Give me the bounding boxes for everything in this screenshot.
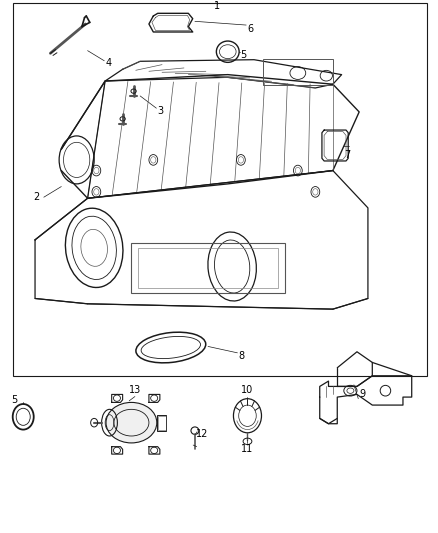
Bar (13, 3, 427, 376)
Text: 10: 10 (241, 385, 254, 395)
Text: 5: 5 (11, 395, 17, 405)
Text: 13: 13 (129, 385, 141, 395)
Text: 11: 11 (241, 444, 254, 454)
Bar (158, 416, 166, 430)
Text: 5: 5 (240, 50, 246, 60)
Text: 12: 12 (196, 430, 208, 439)
Text: 9: 9 (359, 389, 365, 399)
Text: 8: 8 (239, 351, 245, 361)
Bar (157, 415, 166, 431)
Bar (263, 59, 333, 85)
Text: 4: 4 (105, 58, 111, 68)
Text: 3: 3 (158, 106, 164, 116)
Text: 6: 6 (247, 25, 254, 34)
Bar (138, 248, 278, 288)
Bar (131, 243, 285, 293)
Ellipse shape (106, 402, 157, 443)
Text: 2: 2 (33, 192, 39, 202)
Text: 1: 1 (214, 1, 220, 11)
Text: 7: 7 (344, 150, 350, 159)
